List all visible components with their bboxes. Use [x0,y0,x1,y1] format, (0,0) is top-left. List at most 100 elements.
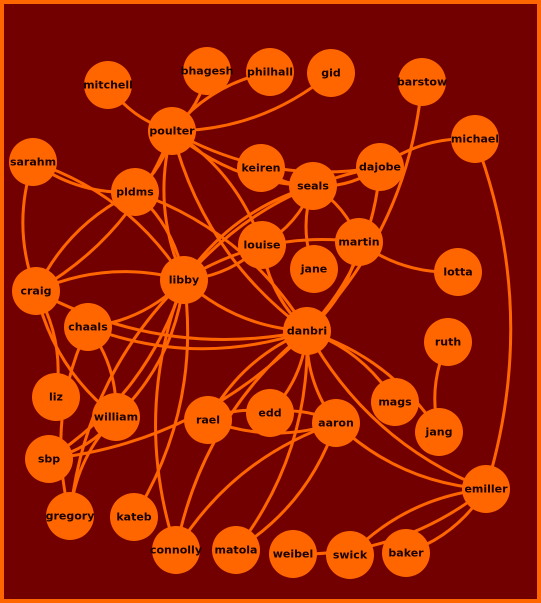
node-lotta-label: lotta [443,266,472,279]
node-sbp[interactable]: sbp [25,435,73,483]
edge-libby-sbp [48,279,186,461]
node-kateb-label: kateb [116,511,151,524]
node-sarahm[interactable]: sarahm [9,138,57,186]
node-kateb-circle [110,493,158,541]
node-ruth-label: ruth [435,336,461,349]
node-chaals[interactable]: chaals [64,303,112,351]
node-barstow[interactable]: barstow [397,58,447,106]
node-barstow-circle [398,58,446,106]
node-william-label: william [94,411,138,424]
node-chaals-circle [64,303,112,351]
node-william[interactable]: william [92,393,140,441]
node-emiller-label: emiller [464,483,508,496]
node-matola-label: matola [215,544,258,557]
node-bhagesh-circle [183,47,231,95]
node-rael[interactable]: rael [184,396,232,444]
edge-chaals-danbri [87,325,308,351]
node-aaron-circle [312,399,360,447]
node-keiren[interactable]: keiren [237,144,285,192]
node-liz[interactable]: liz [32,373,80,421]
node-gregory-circle [46,492,94,540]
node-jane[interactable]: jane [290,245,338,293]
node-michael[interactable]: michael [451,115,499,163]
node-dajobe-label: dajobe [359,161,401,174]
node-connolly-circle [152,526,200,574]
node-aaron[interactable]: aaron [312,399,360,447]
node-ruth-circle [424,318,472,366]
node-kateb[interactable]: kateb [110,493,158,541]
node-matola-circle [212,526,260,574]
node-keiren-label: keiren [242,162,281,175]
node-gregory-label: gregory [46,510,95,523]
node-gid-label: gid [321,67,341,80]
node-weibel[interactable]: weibel [269,530,317,578]
node-edd-label: edd [258,407,281,420]
node-dajobe[interactable]: dajobe [356,143,404,191]
node-martin-circle [335,218,383,266]
node-swick-label: swick [333,549,368,562]
node-matola[interactable]: matola [212,526,260,574]
node-chaals-label: chaals [68,321,108,334]
node-edd-circle [246,389,294,437]
node-ruth[interactable]: ruth [424,318,472,366]
node-mags[interactable]: mags [371,378,419,426]
node-libby-circle [160,256,208,304]
node-layer: mitchell bhagesh philhall gid barstow michael… [9,47,510,579]
node-rael-label: rael [196,414,220,427]
node-bhagesh-label: bhagesh [181,65,234,78]
node-weibel-label: weibel [273,548,314,561]
node-mitchell[interactable]: mitchell [83,61,133,109]
node-lotta[interactable]: lotta [434,248,482,296]
node-martin[interactable]: martin [335,218,383,266]
node-edd[interactable]: edd [246,389,294,437]
node-jang-label: jang [425,426,453,439]
edge-aaron-connolly [174,421,337,551]
node-louise-circle [238,221,286,269]
node-sarahm-circle [9,138,57,186]
node-poulter[interactable]: poulter [148,107,196,155]
node-pldms-label: pldms [116,186,154,199]
node-gregory[interactable]: gregory [46,492,95,540]
node-michael-label: michael [451,133,499,146]
node-danbri-label: danbri [287,325,327,338]
node-aaron-label: aaron [318,417,354,430]
node-louise[interactable]: louise [238,221,286,269]
node-poulter-label: poulter [149,125,195,138]
edge-michael-emiller [473,138,513,490]
node-jane-circle [290,245,338,293]
edge-danbri-emiller [305,330,487,491]
node-craig-circle [12,267,60,315]
node-martin-label: martin [338,236,379,249]
node-libby-label: libby [169,274,199,287]
node-connolly[interactable]: connolly [150,526,202,574]
node-pldms-circle [111,168,159,216]
node-gid[interactable]: gid [307,49,355,97]
node-seals-label: seals [297,180,329,193]
node-sbp-label: sbp [38,453,60,466]
node-weibel-circle [269,530,317,578]
node-baker-label: baker [388,547,424,560]
node-baker[interactable]: baker [382,529,430,577]
node-libby[interactable]: libby [160,256,208,304]
edge-poulter-craig [35,130,174,293]
node-poulter-circle [148,107,196,155]
node-swick[interactable]: swick [326,531,374,579]
edge-libby-gregory [68,278,186,517]
node-barstow-label: barstow [397,76,447,89]
node-william-circle [92,393,140,441]
node-jang-circle [415,408,463,456]
node-dajobe-circle [356,143,404,191]
edge-libby-kateb [132,279,190,518]
node-danbri-circle [283,307,331,355]
node-danbri[interactable]: danbri [283,307,331,355]
node-craig[interactable]: craig [12,267,60,315]
node-jang[interactable]: jang [415,408,463,456]
node-pldms[interactable]: pldms [111,168,159,216]
node-philhall-label: philhall [247,66,293,79]
node-seals[interactable]: seals [289,162,337,210]
node-bhagesh[interactable]: bhagesh [181,47,234,95]
node-emiller[interactable]: emiller [462,465,510,513]
edge-danbri-matola [234,330,309,551]
node-philhall[interactable]: philhall [246,48,294,96]
